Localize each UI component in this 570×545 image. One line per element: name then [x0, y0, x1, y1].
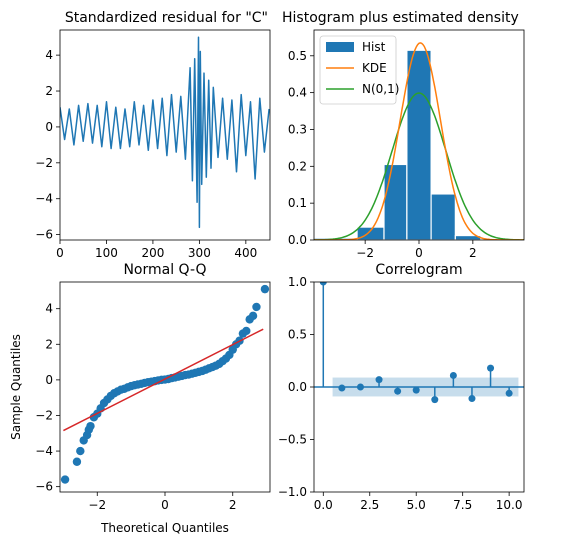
acf-point [375, 376, 383, 384]
legend-box [319, 35, 397, 105]
residual-xtick-label: 100 [95, 246, 118, 260]
acf-point [449, 371, 457, 379]
histogram-plot-area [314, 42, 524, 240]
legend-entry: N(0,1) [362, 82, 399, 96]
qq-ytick-label: 0 [45, 373, 53, 387]
qq-ytick-label: −4 [35, 444, 53, 458]
qq-ytick-label: −6 [35, 480, 53, 494]
residual-xtick-label: 400 [234, 246, 257, 260]
acf-point [505, 389, 513, 397]
histogram-ytick-label: 0.1 [288, 196, 307, 210]
correlogram-xtick-label: 5.0 [407, 498, 426, 512]
correlogram-title: Correlogram [375, 262, 462, 278]
residual-axes [56, 54, 247, 244]
residual-xtick-label: 200 [141, 246, 164, 260]
qq-point [76, 446, 85, 456]
acf-point [338, 384, 346, 392]
qq-point [242, 326, 251, 336]
residual-ytick-label: −6 [35, 228, 53, 242]
correlogram-ytick-label: 1.0 [288, 275, 307, 289]
residual-frame [59, 29, 271, 241]
qq-ytick-label: −2 [35, 408, 53, 422]
normal-density-line [314, 92, 524, 240]
qq-xtick-label: 0 [161, 498, 169, 512]
residual-ytick-label: 2 [45, 84, 53, 98]
acf-point [394, 387, 402, 395]
acf-point [487, 364, 495, 372]
correlogram-plot-area [314, 282, 524, 404]
histogram-ytick-label: 0.0 [288, 233, 307, 247]
histogram-ytick-label: 0.4 [288, 86, 307, 100]
histogram-xtick-label: −2 [356, 246, 374, 260]
legend-swatch-hist [326, 42, 354, 52]
residual-plot-area [60, 36, 270, 229]
qq-plot-area [60, 284, 270, 484]
correlogram-ytick-label: 0.0 [288, 380, 307, 394]
correlogram-xtick-label: 10.0 [496, 498, 523, 512]
histogram-xtick-label: 0 [415, 246, 423, 260]
histogram-bar [383, 163, 408, 240]
correlogram-ytick-label: 0.5 [288, 328, 307, 342]
residual-ytick-label: −4 [35, 192, 53, 206]
qq-point [86, 421, 95, 431]
correlogram-ytick-label: −1.0 [278, 485, 307, 499]
residual-xtick-label: 0 [56, 246, 64, 260]
residual-ytick-label: 0 [45, 120, 53, 134]
qq-point [72, 457, 82, 466]
residual-xtick-label: 300 [188, 246, 211, 260]
qq-point [60, 475, 70, 484]
correlogram-axes [310, 281, 510, 496]
histogram-title: Histogram plus estimated density [282, 10, 519, 26]
legend-entry: Hist [362, 40, 386, 54]
residual-series-line [60, 36, 270, 229]
legend-entry: KDE [362, 61, 387, 75]
residual-ytick-label: −2 [35, 156, 53, 170]
residual-ytick-label: 4 [45, 48, 53, 62]
correlogram-xtick-label: 0.0 [314, 498, 333, 512]
histogram-ytick-label: 0.5 [288, 49, 307, 63]
histogram-bar [406, 49, 432, 240]
qq-point [248, 311, 258, 321]
qq-xlabel: Theoretical Quantiles [100, 521, 229, 535]
qq-axes [56, 308, 234, 496]
qq-point [252, 302, 261, 312]
correlogram-xtick-label: 7.5 [453, 498, 472, 512]
qq-point [260, 284, 270, 294]
qq-ytick-label: 4 [45, 302, 53, 316]
histogram-ytick-label: 0.3 [288, 122, 307, 136]
acf-point [431, 396, 439, 404]
acf-point [468, 395, 476, 403]
histogram-legend [319, 35, 397, 105]
acf-point [412, 386, 420, 394]
qq-reference-line [63, 328, 264, 432]
acf-point [319, 282, 327, 286]
residual-title: Standardized residual for "C" [65, 10, 268, 26]
qq-ylabel: Sample Quantiles [9, 334, 23, 440]
histogram-xtick-label: 2 [469, 246, 477, 260]
correlogram-ytick-label: −0.5 [278, 433, 307, 447]
histogram-bar [430, 193, 456, 240]
acf-point [356, 383, 364, 391]
qq-xtick-label: −2 [88, 498, 106, 512]
qq-frame [59, 281, 271, 493]
histogram-axes [310, 55, 474, 244]
qq-xtick-label: 2 [229, 498, 237, 512]
qq-ytick-label: 2 [45, 337, 53, 351]
correlogram-xtick-label: 2.5 [360, 498, 379, 512]
qq-title: Normal Q-Q [123, 262, 206, 278]
histogram-ytick-label: 0.2 [288, 159, 307, 173]
